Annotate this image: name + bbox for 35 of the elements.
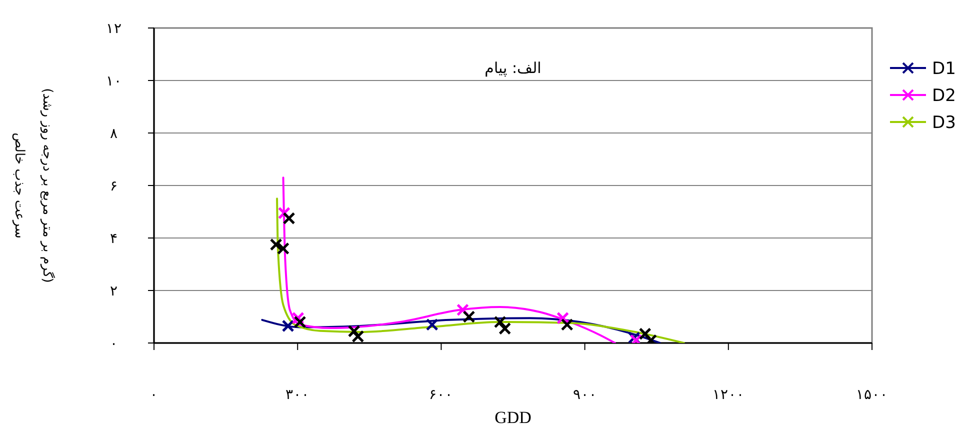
point xyxy=(282,320,294,332)
x-tick-label: ۰ xyxy=(150,387,158,403)
line-series xyxy=(276,198,685,343)
text: الف: پیام xyxy=(484,59,542,77)
point xyxy=(638,328,652,340)
point xyxy=(282,212,296,225)
y-tick-label: ۴ xyxy=(110,230,118,247)
x-tick-label: ۹۰۰ xyxy=(572,387,597,403)
point xyxy=(560,318,574,331)
line-series xyxy=(282,176,616,343)
line-series xyxy=(261,317,661,343)
y-axis-title: سرعت جذب خالص (گرم بر متر مربع بر درجه روز رشد) xyxy=(11,88,56,283)
point xyxy=(270,238,282,251)
point xyxy=(494,316,506,328)
x-axis-title: GDD xyxy=(494,408,532,427)
x-tick-label: ۱۵۰۰ xyxy=(856,387,888,403)
y-tick-label: ۲ xyxy=(110,283,118,300)
point xyxy=(462,310,476,323)
point xyxy=(426,318,438,331)
y-tick-label: ۶ xyxy=(110,178,118,194)
legend-label: D2 xyxy=(932,86,956,106)
x-tick-label: ۳۰۰ xyxy=(286,387,310,403)
point xyxy=(294,316,306,328)
y-tick-label: ۱۲ xyxy=(106,20,122,37)
y-tick-label: ۱۰ xyxy=(106,73,122,90)
point xyxy=(498,322,512,335)
x-tick-label: ۶۰۰ xyxy=(429,387,454,403)
legend-label: D1 xyxy=(932,58,956,79)
x-tick-label: ۱۲۰۰ xyxy=(712,387,744,403)
point xyxy=(276,242,290,255)
y-tick-label: ۰ xyxy=(110,336,118,352)
y-tick-label: ۸ xyxy=(110,126,118,142)
point xyxy=(352,330,364,343)
point xyxy=(348,324,360,338)
legend-label: D3 xyxy=(932,112,956,133)
